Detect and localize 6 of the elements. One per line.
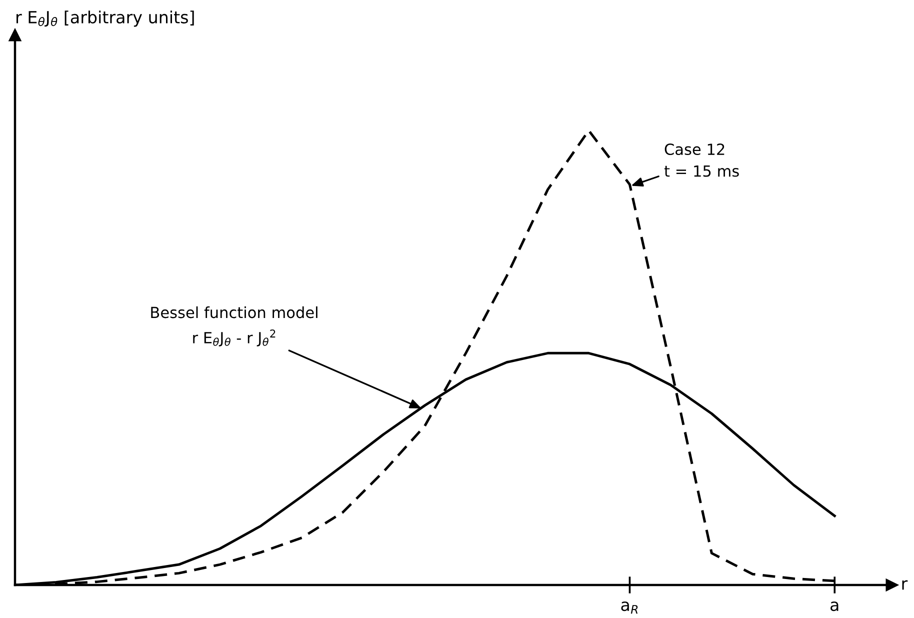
x-tick-label: a$_{R}$ (621, 602, 638, 614)
annotation: Case 12 t = 15 ms (664, 144, 739, 177)
x-tick-label: a (830, 602, 838, 612)
annotation: Bessel function model r E$_{θ}$J$_{θ}$ - r J$_{θ}$$^{2}$ (151, 306, 318, 346)
text: r E$_{θ}$J$_{θ}$ [arbitrary units] (16, 10, 194, 27)
x-axis-title: r (902, 580, 908, 590)
